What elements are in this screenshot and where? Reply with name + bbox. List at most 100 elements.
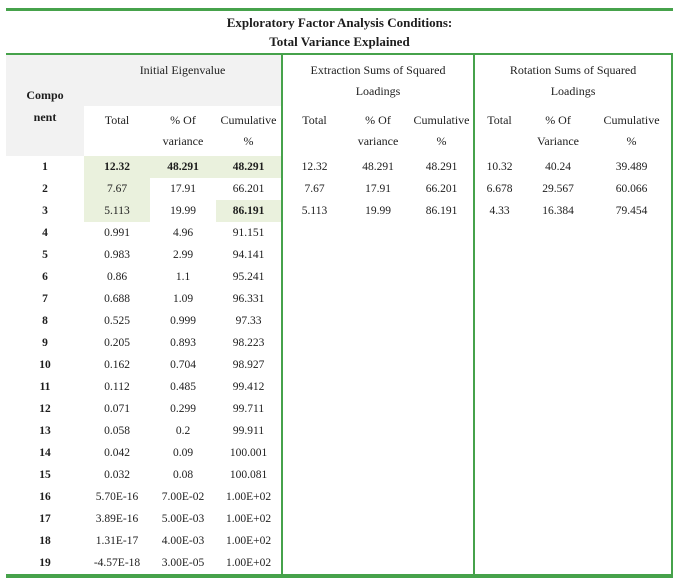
table-row: 6 0.86 1.1 95.241 [6, 266, 674, 288]
cell-e_var [346, 486, 410, 508]
cell-i_var: 5.00E-03 [161, 513, 205, 525]
cell-i_total: 0.071 [104, 403, 130, 415]
cell-r_cum: 79.454 [592, 200, 674, 222]
table-row: 14 0.042 0.09 100.001 [6, 442, 674, 464]
cell-e_var [346, 332, 410, 354]
cell-comp: 6 [42, 271, 48, 283]
cell-e_total [281, 464, 347, 486]
cell-e_var [346, 354, 410, 376]
table-row: 17 3.89E-16 5.00E-03 1.00E+02 [6, 508, 674, 530]
cell-e_var [346, 398, 410, 420]
table-row: 19 -4.57E-18 3.00E-05 1.00E+02 [6, 552, 674, 574]
cell-i_cum: 1.00E+02 [225, 513, 272, 525]
cell-r_cum [592, 486, 674, 508]
cell-comp: 9 [42, 337, 48, 349]
cell-r_var [524, 244, 592, 266]
table-row: 10 0.162 0.704 98.927 [6, 354, 674, 376]
table-row: 18 1.31E-17 4.00E-03 1.00E+02 [6, 530, 674, 552]
cell-i_total: 1.31E-17 [95, 535, 139, 547]
cell-e_cum [410, 486, 474, 508]
cell-e_var: 17.91 [365, 183, 391, 195]
header-component: Compo nent [6, 55, 84, 156]
cell-e_cum [410, 398, 474, 420]
cell-comp: 12 [39, 403, 51, 415]
cell-i_total: 5.70E-16 [95, 491, 139, 503]
cell-e_cum: 66.201 [425, 183, 458, 195]
cell-e_cum [410, 376, 474, 398]
cell-i_total: 0.042 [104, 447, 130, 459]
group-header-initial-line1: Initial Eigenvalue [139, 63, 226, 77]
cell-e_var [346, 244, 410, 266]
cell-r_cum [592, 288, 674, 310]
table-row: 2 7.67 17.91 66.201 7.67 17.91 66.201 6.678 29.5… [6, 178, 674, 200]
cell-r_cum: 39.489 [592, 156, 674, 178]
group-header-extraction-line1: Extraction Sums of Squared [310, 63, 446, 77]
cell-r_var [524, 530, 592, 552]
page-title-line1: Exploratory Factor Analysis Conditions: [226, 15, 453, 30]
cell-r_cum [592, 332, 674, 354]
cell-e_cum: 48.291 [425, 161, 458, 173]
cell-comp: 16 [39, 491, 51, 503]
bottom-rule [6, 574, 673, 578]
cell-e_total [281, 530, 347, 552]
cell-r_var [524, 310, 592, 332]
subheader-extraction-cumulative: Cumulative% [410, 106, 475, 156]
cell-r_total [473, 376, 525, 398]
cell-i_var: 0.08 [172, 469, 194, 481]
cell-e_var: 48.291 [362, 161, 394, 173]
cell-r_cum [592, 222, 674, 244]
table-row: 7 0.688 1.09 96.331 [6, 288, 674, 310]
cell-r_cum [592, 266, 674, 288]
cell-r_total [473, 552, 525, 574]
table-row: 12 0.071 0.299 99.711 [6, 398, 674, 420]
subheader-row: Total % Of variance Cumulative% Total % O… [6, 106, 674, 156]
cell-i_cum: 66.201 [232, 183, 265, 195]
cell-r_cum [592, 244, 674, 266]
cell-r_cum [592, 530, 674, 552]
cell-i_total: 0.112 [104, 381, 130, 393]
cell-r_var: 29.567 [542, 183, 574, 195]
cell-comp: 19 [39, 557, 51, 569]
cell-r_cum [592, 464, 674, 486]
cell-e_total [281, 398, 347, 420]
subheader-extraction-total: Total [281, 106, 347, 156]
cell-r_var [524, 266, 592, 288]
cell-comp: 5 [42, 249, 48, 261]
table-row: 16 5.70E-16 7.00E-02 1.00E+02 [6, 486, 674, 508]
cell-e_var [346, 222, 410, 244]
group-header-extraction-line2: Loadings [355, 84, 401, 98]
cell-e_total [281, 266, 347, 288]
cell-r_cum [592, 552, 674, 574]
cell-e_total [281, 332, 347, 354]
table-row: 5 0.983 2.99 94.141 [6, 244, 674, 266]
cell-e_var [346, 420, 410, 442]
cell-e_total [281, 244, 347, 266]
cell-e_cum [410, 464, 474, 486]
cell-e_cum [410, 530, 474, 552]
cell-i_var: 7.00E-02 [161, 491, 205, 503]
cell-comp: 1 [42, 161, 48, 173]
cell-r_total [473, 398, 525, 420]
subheader-initial-total: Total [84, 106, 150, 156]
table-row: 15 0.032 0.08 100.081 [6, 464, 674, 486]
cell-r_var [524, 420, 592, 442]
cell-e_total [281, 420, 347, 442]
cell-i_total: 0.032 [104, 469, 130, 481]
top-rule [6, 8, 673, 11]
cell-r_total [473, 530, 525, 552]
cell-r_var [524, 222, 592, 244]
cell-i_cum: 1.00E+02 [225, 557, 272, 569]
cell-comp: 10 [39, 359, 51, 371]
cell-r_total [473, 442, 525, 464]
cell-e_cum [410, 332, 474, 354]
cell-i_cum: 91.151 [232, 227, 265, 239]
cell-r_var [524, 464, 592, 486]
cell-r_cum [592, 310, 674, 332]
cell-e_var: 19.99 [365, 205, 391, 217]
cell-comp: 2 [42, 183, 48, 195]
cell-i_total: -4.57E-18 [93, 557, 141, 569]
cell-i_total: 0.86 [106, 271, 128, 283]
cell-i_cum: 100.001 [229, 447, 268, 459]
cell-r_var [524, 376, 592, 398]
cell-i_cum: 99.911 [232, 425, 265, 437]
